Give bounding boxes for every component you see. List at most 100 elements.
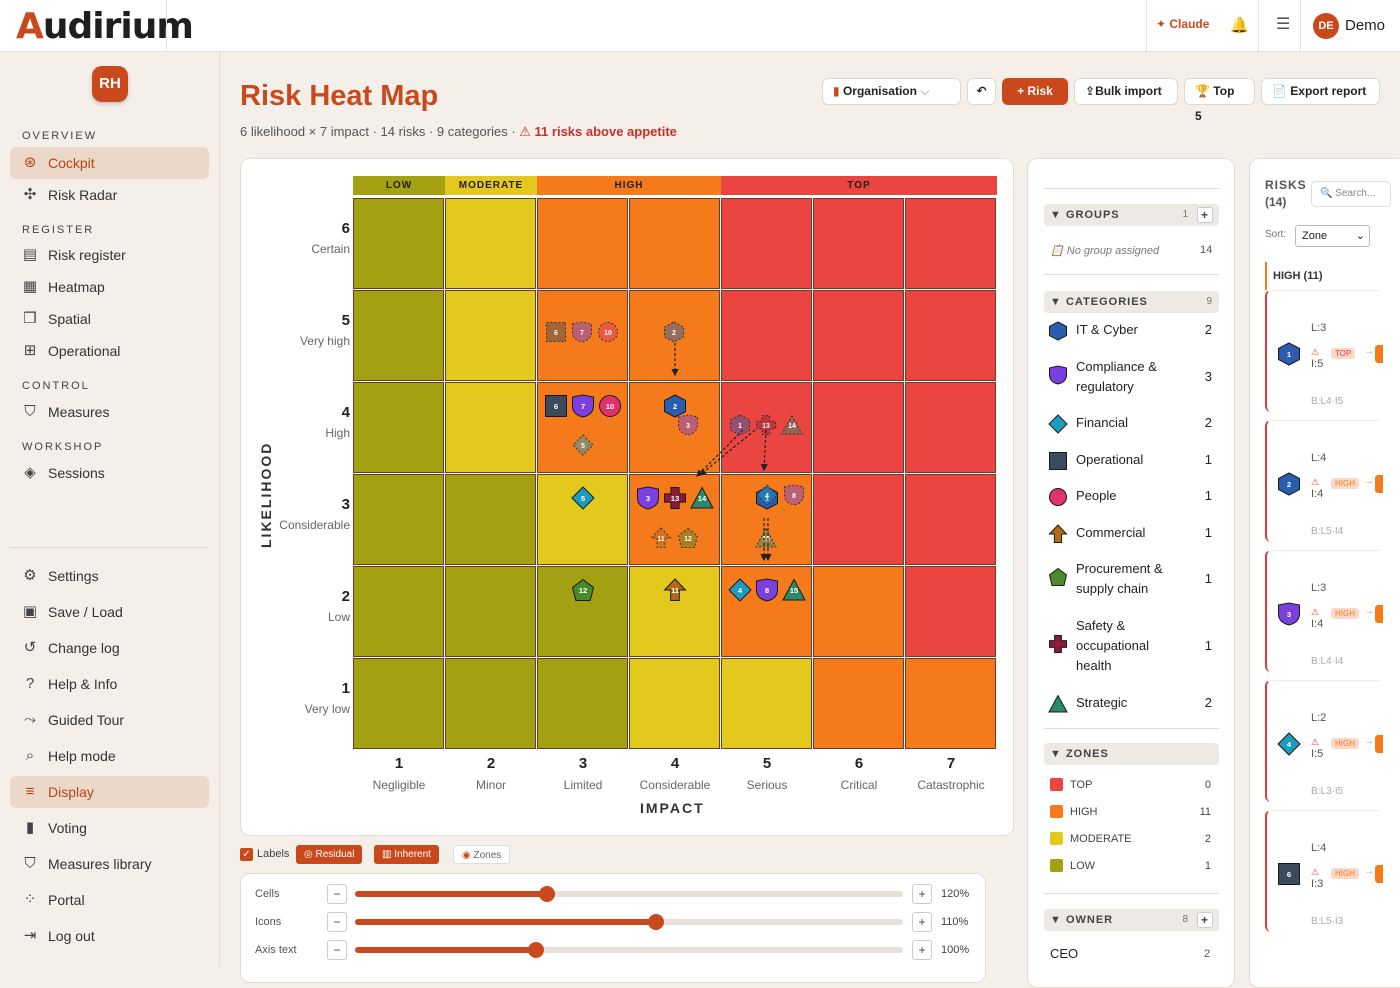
risk-card[interactable]: 3 L:3 ⚠ HIGH → I:4 B:L4·I4: [1265, 550, 1383, 672]
decrease-button[interactable]: −: [327, 912, 347, 932]
heatmap-cell[interactable]: [353, 566, 444, 657]
nav-item[interactable]: ⚙ Settings: [10, 560, 209, 592]
slider-track[interactable]: [355, 914, 903, 930]
risk-group-header[interactable]: HIGH (11): [1265, 262, 1380, 290]
bell-icon[interactable]: 🔔: [1230, 17, 1249, 34]
nav-item[interactable]: ⛉ Measures library: [10, 848, 209, 880]
nav-item[interactable]: ≡ Display: [10, 776, 209, 808]
heatmap-cell[interactable]: [537, 290, 628, 381]
slider-track[interactable]: [355, 942, 903, 958]
heatmap-cell[interactable]: [537, 198, 628, 289]
heatmap-cell[interactable]: [905, 198, 996, 289]
nav-item[interactable]: ? Help & Info: [10, 668, 209, 700]
risk-card[interactable]: 6 L:4 ⚠ HIGH → I:3 B:L5·I3: [1265, 810, 1383, 932]
category-item[interactable]: Strategic 2: [1048, 693, 1218, 713]
nav-item[interactable]: ▮ Voting: [10, 812, 209, 844]
heatmap-cell[interactable]: [905, 382, 996, 473]
add-owner-button[interactable]: +: [1197, 912, 1213, 928]
add-group-button[interactable]: +: [1197, 207, 1213, 223]
slider-knob[interactable]: [527, 942, 544, 958]
risk-marker[interactable]: 11: [663, 578, 687, 607]
nav-item[interactable]: ⁘ Portal: [10, 884, 209, 916]
nav-item[interactable]: ◈ Sessions: [10, 457, 209, 489]
nav-item[interactable]: ⊞ Operational: [10, 335, 209, 367]
nav-item[interactable]: ▤ Risk register: [10, 239, 209, 271]
heatmap-cell[interactable]: [353, 474, 444, 565]
category-item[interactable]: Safety & occupational health 1: [1048, 616, 1218, 676]
top5-button[interactable]: 🏆 Top 5: [1184, 78, 1255, 123]
risk-marker[interactable]: 8: [755, 578, 779, 607]
residual-toggle[interactable]: ◎ Residual: [296, 845, 363, 864]
risk-marker[interactable]: 12: [571, 578, 595, 607]
inherent-marker[interactable]: 7: [571, 321, 593, 348]
nav-item[interactable]: ⇥ Log out: [10, 920, 209, 952]
heatmap-cell[interactable]: [629, 658, 720, 749]
decrease-button[interactable]: −: [327, 940, 347, 960]
categories-header[interactable]: ▼ CATEGORIES 9: [1044, 291, 1219, 313]
undo-button[interactable]: ↶: [967, 78, 996, 105]
risk-marker[interactable]: 15: [782, 578, 806, 607]
heatmap-cell[interactable]: [813, 382, 904, 473]
heatmap-cell[interactable]: [445, 658, 536, 749]
workspace-avatar[interactable]: RH: [92, 66, 128, 102]
nav-item[interactable]: ⌕ Help mode: [10, 740, 209, 772]
heatmap-cell[interactable]: [721, 658, 812, 749]
inherent-marker[interactable]: 1: [729, 414, 751, 441]
inherent-marker[interactable]: 5: [572, 434, 594, 461]
risk-card[interactable]: 2 L:4 ⚠ HIGH → I:4 B:L5·I4: [1265, 420, 1383, 542]
category-item[interactable]: Operational 1: [1048, 450, 1218, 470]
tune-icon[interactable]: ☰: [1276, 16, 1291, 33]
heatmap-cell[interactable]: [813, 198, 904, 289]
heatmap-cell[interactable]: [905, 658, 996, 749]
heatmap-cell[interactable]: [721, 290, 812, 381]
risk-marker[interactable]: 2: [663, 394, 687, 423]
risk-marker[interactable]: 1: [755, 486, 779, 515]
nav-item[interactable]: ↺ Change log: [10, 632, 209, 664]
risk-marker[interactable]: 10: [598, 394, 622, 423]
app-logo[interactable]: Audirium: [16, 6, 194, 47]
slider-track[interactable]: [355, 886, 903, 902]
nav-item[interactable]: ▦ Heatmap: [10, 271, 209, 303]
heatmap-cell[interactable]: [445, 290, 536, 381]
zone-item[interactable]: TOP 0: [1050, 778, 1215, 792]
zones-header[interactable]: ▼ ZONES: [1044, 743, 1219, 765]
inherent-marker[interactable]: 14: [781, 414, 803, 441]
inherent-marker[interactable]: 2: [663, 321, 685, 348]
increase-button[interactable]: +: [912, 912, 932, 932]
risk-search-input[interactable]: 🔍 Search...: [1311, 181, 1391, 207]
category-item[interactable]: Procurement & supply chain 1: [1048, 559, 1218, 599]
heatmap-cell[interactable]: [813, 658, 904, 749]
bulk-import-button[interactable]: ⇪Bulk import: [1074, 78, 1178, 105]
risk-marker[interactable]: 7: [571, 394, 595, 423]
nav-item[interactable]: ✣ Risk Radar: [10, 179, 209, 211]
heatmap-cell[interactable]: [721, 198, 812, 289]
inherent-marker[interactable]: 3: [677, 414, 699, 441]
slider-knob[interactable]: [648, 914, 665, 930]
risk-card[interactable]: 4 L:2 ⚠ HIGH → I:5 B:L3·I5: [1265, 680, 1383, 802]
heatmap-cell[interactable]: [353, 198, 444, 289]
sort-select[interactable]: Zone ⌄: [1295, 225, 1370, 247]
inherent-marker[interactable]: 12: [677, 527, 699, 554]
zones-toggle[interactable]: ◉ Zones: [453, 845, 511, 864]
nav-item[interactable]: ⛉ Measures: [10, 396, 209, 428]
risk-marker[interactable]: 13: [663, 486, 687, 515]
heatmap-cell[interactable]: [445, 474, 536, 565]
slider-knob[interactable]: [538, 886, 555, 902]
heatmap-cell[interactable]: [905, 566, 996, 657]
claude-button[interactable]: ✦ Claude: [1156, 17, 1210, 31]
heatmap-cell[interactable]: [353, 658, 444, 749]
increase-button[interactable]: +: [912, 884, 932, 904]
nav-item[interactable]: ❒ Spatial: [10, 303, 209, 335]
zone-item[interactable]: LOW 1: [1050, 859, 1215, 873]
heatmap-cell[interactable]: [813, 474, 904, 565]
inherent-marker[interactable]: 13: [755, 414, 777, 441]
appetite-warning[interactable]: ⚠ 11 risks above appetite: [519, 124, 677, 139]
inherent-marker[interactable]: 8: [783, 484, 805, 511]
heatmap-cell[interactable]: [537, 658, 628, 749]
heatmap-cell[interactable]: [813, 290, 904, 381]
nav-item[interactable]: ⤳ Guided Tour: [10, 704, 209, 736]
heatmap-cell[interactable]: [629, 198, 720, 289]
heatmap-cell[interactable]: [353, 382, 444, 473]
nav-item[interactable]: ▣ Save / Load: [10, 596, 209, 628]
zone-item[interactable]: HIGH 11: [1050, 805, 1215, 819]
